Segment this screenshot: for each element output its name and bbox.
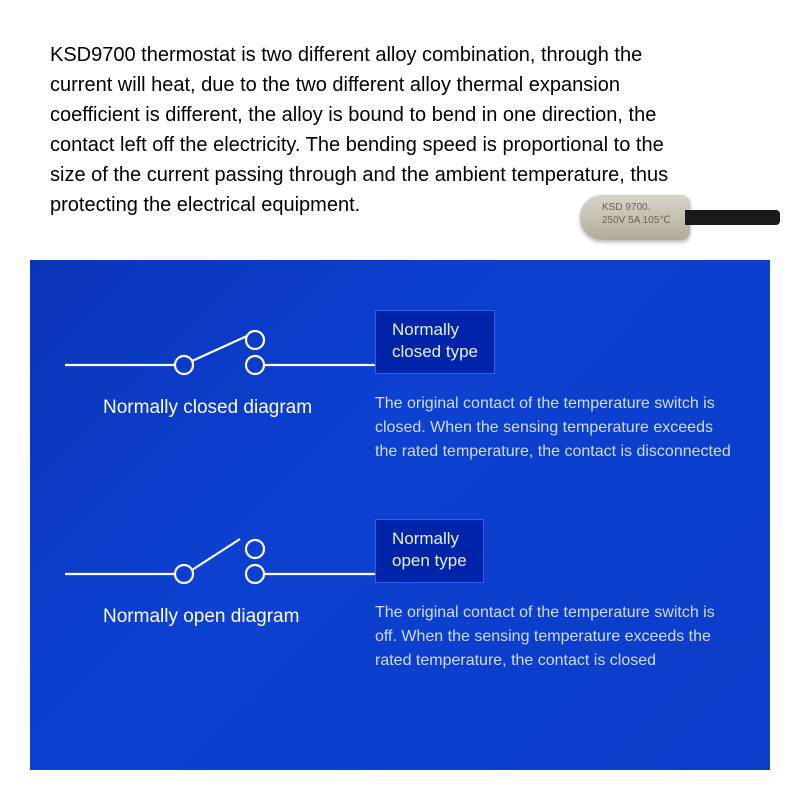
row-normally-closed: Normally closed diagram Normally closed … xyxy=(65,310,735,464)
text-column: Normally open type The original contact … xyxy=(375,519,735,673)
open-switch-diagram xyxy=(65,529,375,594)
type-badge-open: Normally open type xyxy=(375,519,484,583)
diagram-column: Normally closed diagram xyxy=(65,310,375,464)
info-panel: Normally closed diagram Normally closed … xyxy=(30,260,770,770)
diagram-caption: Normally open diagram xyxy=(65,606,375,628)
thermostat-wire xyxy=(685,210,780,225)
thermostat-body: KSD 9700. 250V 5A 105℃ xyxy=(580,195,690,240)
diagram-caption: Normally closed diagram xyxy=(65,397,375,419)
type-description: The original contact of the temperature … xyxy=(375,601,735,673)
thermostat-label-line1: KSD 9700. xyxy=(602,201,671,214)
row-normally-open: Normally open diagram Normally open type… xyxy=(65,519,735,673)
thermostat-label: KSD 9700. 250V 5A 105℃ xyxy=(602,201,671,227)
type-badge-closed: Normally closed type xyxy=(375,310,495,374)
diagram-column: Normally open diagram xyxy=(65,519,375,673)
product-image: KSD 9700. 250V 5A 105℃ xyxy=(570,170,780,260)
badge-line1: Normally xyxy=(392,319,478,341)
top-section: KSD9700 thermostat is two different allo… xyxy=(0,0,800,240)
type-description: The original contact of the temperature … xyxy=(375,392,735,464)
badge-line1: Normally xyxy=(392,528,467,550)
closed-switch-diagram xyxy=(65,320,375,385)
badge-line2: open type xyxy=(392,550,467,572)
badge-line2: closed type xyxy=(392,341,478,363)
text-column: Normally closed type The original contac… xyxy=(375,310,735,464)
thermostat-label-line2: 250V 5A 105℃ xyxy=(602,214,671,227)
